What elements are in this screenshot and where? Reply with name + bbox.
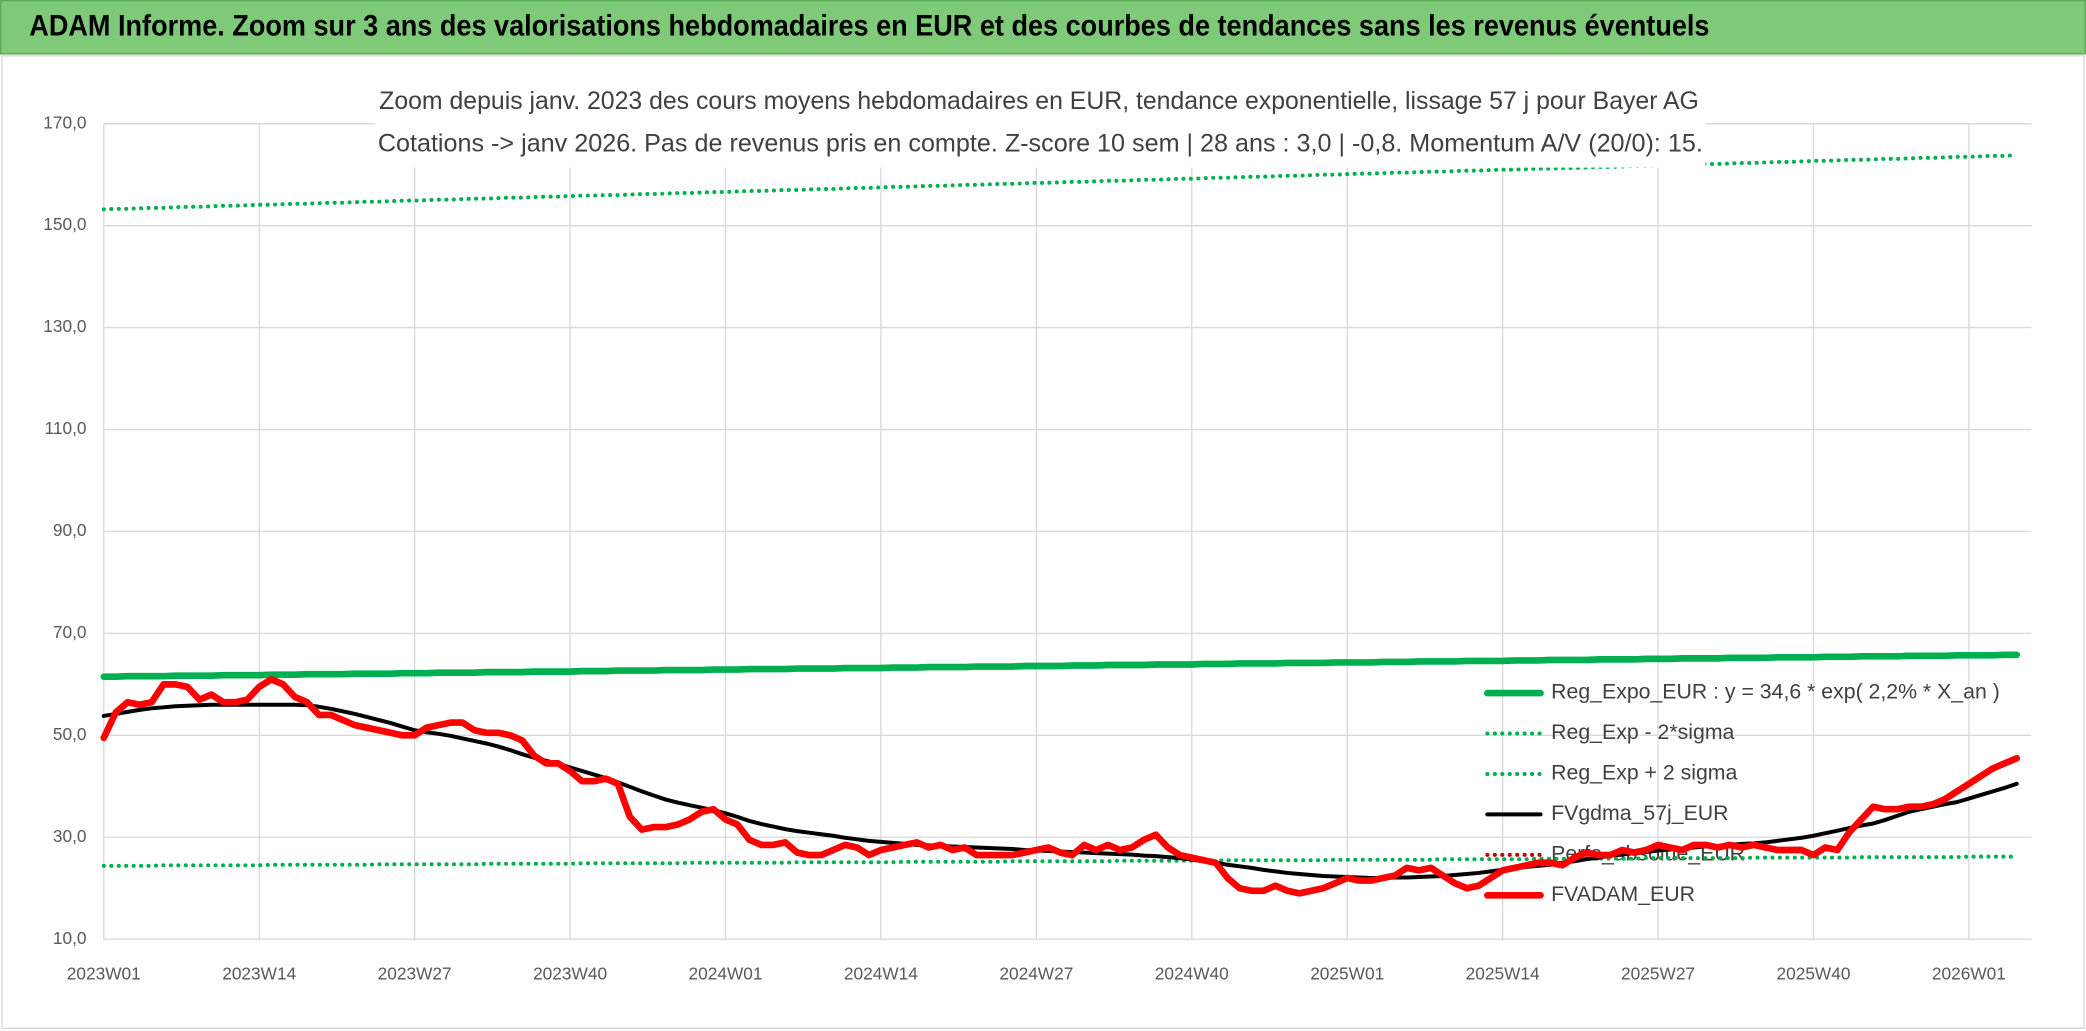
x-tick-label: 2024W40	[1155, 964, 1229, 984]
chart-subtitle: Zoom depuis janv. 2023 des cours moyens …	[379, 87, 1699, 115]
series-line	[100, 651, 2021, 681]
y-tick-label: 150,0	[43, 214, 86, 234]
chart-frame	[1, 55, 2085, 1030]
y-tick-label: 130,0	[43, 316, 86, 336]
y-tick-label: 70,0	[53, 622, 87, 642]
y-tick-label: 50,0	[53, 724, 87, 744]
legend-label: Reg_Exp + 2 sigma	[1551, 761, 1737, 785]
y-tick-label: 170,0	[43, 112, 86, 132]
x-tick-label: 2023W40	[533, 964, 607, 984]
header-title: ADAM Informe. Zoom sur 3 ans des valoris…	[29, 11, 1709, 43]
y-tick-label: 30,0	[53, 826, 87, 846]
x-tick-label: 2023W27	[378, 964, 452, 984]
header-bar	[0, 0, 2086, 55]
x-tick-label: 2025W40	[1776, 964, 1850, 984]
x-tick-label: 2023W01	[67, 964, 141, 984]
series-line	[100, 675, 2021, 897]
series-line	[101, 854, 2019, 868]
x-tick-label: 2025W14	[1466, 964, 1540, 984]
plot-area: 10,0 30,0 50,0 70,0 90,0 110,0 130,0 150,0 170,0…	[43, 112, 2032, 984]
chart-subtitle: Cotations -> janv 2026. Pas de revenus p…	[378, 130, 1703, 158]
x-tick-label: 2024W01	[689, 964, 763, 984]
legend-label: FVADAM_EUR	[1551, 882, 1695, 906]
x-tick-label: 2024W27	[999, 964, 1073, 984]
legend-label: FVgdma_57j_EUR	[1551, 801, 1728, 825]
title-backdrop	[375, 79, 1706, 168]
y-tick-label: 10,0	[53, 928, 87, 948]
x-tick-label: 2025W27	[1621, 964, 1695, 984]
x-tick-label: 2024W14	[844, 964, 918, 984]
y-tick-label: 90,0	[53, 520, 87, 540]
x-tick-label: 2025W01	[1310, 964, 1384, 984]
x-tick-label: 2026W01	[1932, 964, 2006, 984]
legend-label: Reg_Expo_EUR : y = 34,6 * exp( 2,2% * X_…	[1551, 680, 2000, 704]
x-tick-label: 2023W14	[222, 964, 296, 984]
y-tick-label: 110,0	[45, 418, 87, 438]
legend-label: Reg_Exp - 2*sigma	[1551, 720, 1734, 744]
